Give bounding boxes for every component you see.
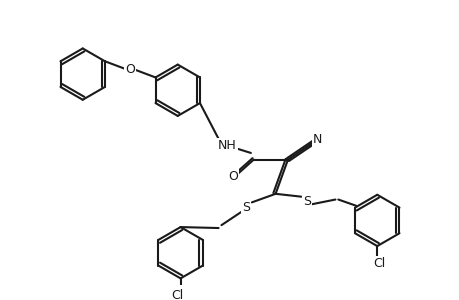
Text: NH: NH <box>217 139 236 152</box>
Text: Cl: Cl <box>171 289 184 300</box>
Text: S: S <box>241 201 250 214</box>
Text: O: O <box>125 63 135 76</box>
Text: O: O <box>227 170 237 183</box>
Text: S: S <box>302 195 310 208</box>
Text: Cl: Cl <box>372 257 385 270</box>
Text: N: N <box>312 133 321 146</box>
